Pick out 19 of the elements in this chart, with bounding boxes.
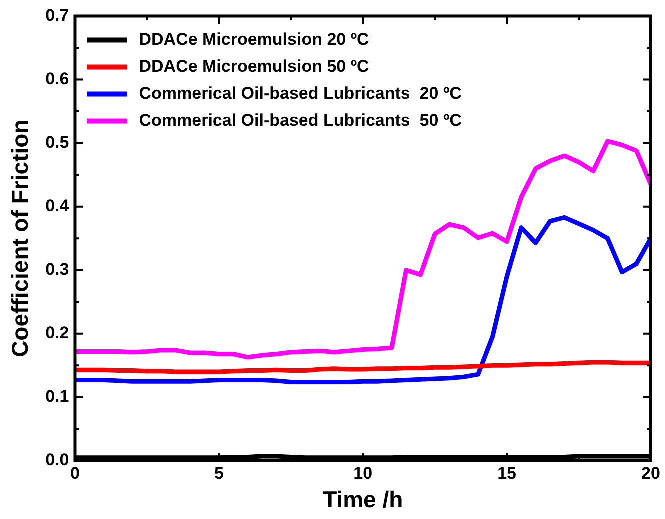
y-tick-label: 0.3 bbox=[46, 260, 70, 280]
x-tick-label: 15 bbox=[498, 464, 517, 483]
x-axis-title: Time /h bbox=[323, 486, 404, 513]
legend-label: DDACe Microemulsion 50 ºC bbox=[139, 56, 370, 76]
y-tick-label: 0.0 bbox=[46, 450, 70, 470]
y-tick-label: 0.7 bbox=[46, 6, 70, 25]
x-tick-label: 20 bbox=[642, 464, 660, 483]
x-tick-label: 10 bbox=[354, 464, 373, 483]
y-tick-label: 0.2 bbox=[46, 324, 70, 343]
y-tick-label: 0.5 bbox=[46, 132, 70, 152]
y-tick-label: 0.4 bbox=[46, 196, 70, 216]
y-axis-title: Coefficient of Friction bbox=[7, 120, 34, 358]
y-tick-label: 0.6 bbox=[46, 69, 70, 88]
legend-label: DDACe Microemulsion 20 ºC bbox=[139, 30, 370, 49]
x-tick-label: 5 bbox=[214, 464, 224, 483]
y-tick-label: 0.1 bbox=[46, 387, 70, 406]
x-tick-label: 0 bbox=[70, 464, 80, 483]
legend-label: Commerical Oil-based Lubricants 20 ºC bbox=[139, 84, 462, 103]
legend-label: Commerical Oil-based Lubricants 50 ºC bbox=[139, 110, 462, 130]
